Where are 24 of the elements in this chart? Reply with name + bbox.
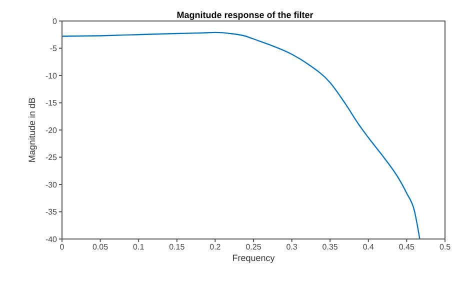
- line-series: [62, 32, 420, 239]
- y-tick-label: 0: [52, 16, 58, 26]
- x-tick-label: 0.1: [133, 242, 145, 252]
- x-tick-label: 0.45: [398, 242, 416, 252]
- x-tick-label: 0.2: [210, 242, 222, 252]
- x-tick-label: 0.3: [286, 242, 298, 252]
- x-tick-label: 0: [60, 242, 65, 252]
- y-tick-label: -40: [45, 234, 58, 244]
- x-tick-label: 0.15: [169, 242, 186, 252]
- y-axis-title: Magnitude in dB: [27, 97, 38, 163]
- y-tick-label: -30: [45, 180, 58, 190]
- x-tick-label: 0.4: [362, 242, 375, 252]
- chart-title: Magnitude response of the filter: [176, 10, 314, 20]
- x-tick-label: 0.5: [439, 242, 452, 252]
- x-tick-label: 0.25: [246, 242, 262, 252]
- y-tick-label: -20: [45, 126, 58, 135]
- y-tick-label: -5: [50, 44, 58, 54]
- x-axis-title: Frequency: [232, 253, 276, 263]
- y-tick-label: -35: [45, 208, 58, 217]
- x-tick-label: 0.35: [322, 242, 338, 252]
- y-tick-label: -25: [45, 153, 58, 162]
- y-tick-label: -10: [45, 71, 58, 80]
- y-tick-label: -15: [45, 98, 58, 108]
- x-tick-label: 0.05: [92, 242, 109, 252]
